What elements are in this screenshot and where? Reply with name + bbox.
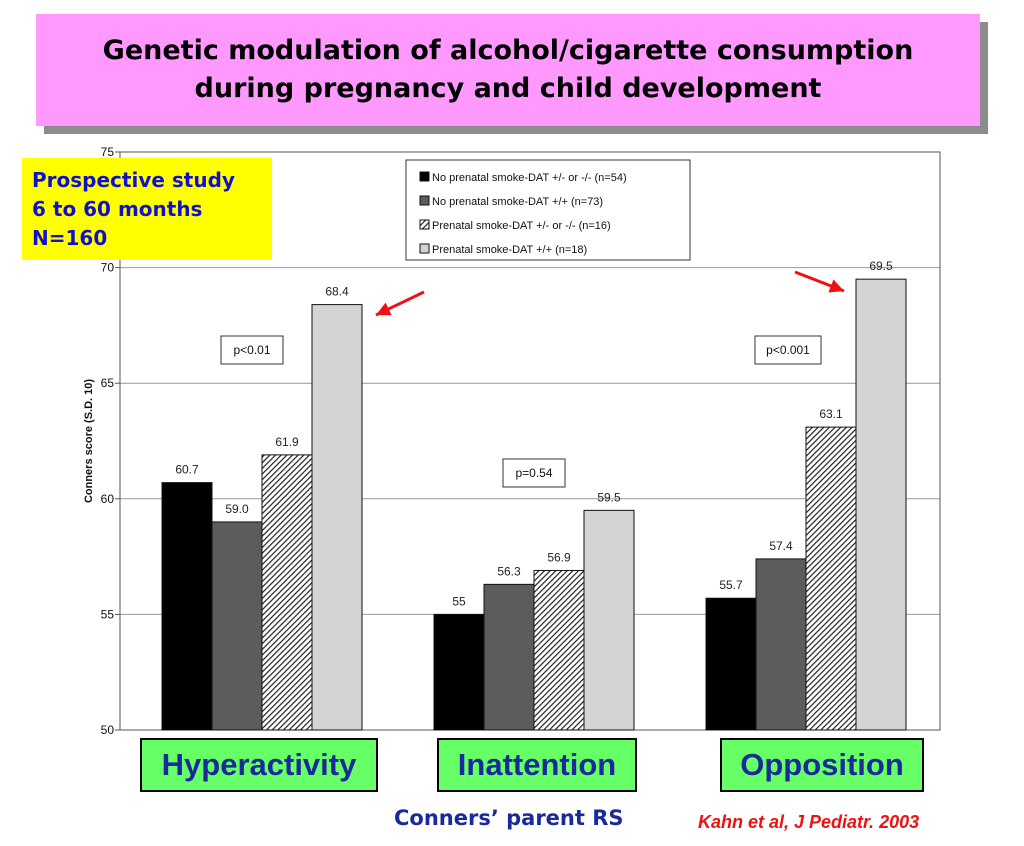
rating-scale-label: Conners’ parent RS [394, 806, 624, 830]
data-label: 55.7 [719, 578, 743, 592]
citation: Kahn et al, J Pediatr. 2003 [698, 812, 920, 832]
category-label-inattention: Inattention [437, 738, 637, 792]
data-label: 59.5 [597, 490, 621, 504]
bar [311, 304, 363, 731]
title-line-2: during pregnancy and child development [194, 73, 822, 104]
bar [161, 482, 213, 731]
bar [583, 509, 635, 731]
legend-swatch [419, 219, 430, 230]
legend-entry: No prenatal smoke-DAT +/- or -/- (n=54) [432, 172, 627, 184]
study-age-range: 6 to 60 months [32, 197, 203, 221]
bar [211, 521, 263, 731]
pvalue-box [220, 335, 284, 365]
y-tick-label: 50 [101, 723, 115, 737]
y-tick-label: 60 [101, 492, 115, 506]
bar [261, 454, 313, 731]
y-tick-label: 75 [101, 145, 115, 159]
study-design: Prospective study [32, 168, 235, 192]
data-label: 59.0 [225, 502, 249, 516]
pvalue-box [502, 458, 566, 488]
bar [855, 278, 907, 731]
pvalue-label: p<0.01 [233, 343, 270, 357]
data-label: 56.3 [497, 564, 521, 578]
bar [805, 426, 857, 731]
data-label: 56.9 [547, 550, 571, 564]
data-label: 57.4 [769, 539, 793, 553]
y-axis-label: Conners score (S.D. 10) [83, 379, 95, 503]
category-label-hyperactivity: Hyperactivity [140, 738, 378, 792]
pvalue-label: p=0.54 [515, 466, 552, 480]
pvalue-box [754, 335, 822, 365]
title-line-1: Genetic modulation of alcohol/cigarette … [102, 35, 914, 66]
legend-swatch [419, 171, 430, 182]
y-tick-label: 65 [101, 376, 115, 390]
legend-entry: Prenatal smoke-DAT +/+ (n=18) [432, 244, 587, 256]
legend-box [405, 159, 691, 261]
bar [483, 583, 535, 731]
bar [755, 558, 807, 731]
highlight-arrow-head [376, 302, 392, 316]
highlight-arrow-head [828, 279, 844, 293]
y-tick-label: 55 [101, 607, 115, 621]
legend-swatch [419, 243, 430, 254]
data-label: 55 [452, 594, 466, 608]
legend-entry: No prenatal smoke-DAT +/+ (n=73) [432, 196, 603, 208]
data-label: 69.5 [869, 259, 893, 273]
bar [433, 613, 485, 731]
legend-entry: Prenatal smoke-DAT +/- or -/- (n=16) [432, 220, 611, 232]
pvalue-label: p<0.001 [766, 343, 810, 357]
title-banner: Genetic modulation of alcohol/cigarette … [36, 14, 980, 126]
y-tick-label: 70 [101, 261, 115, 275]
category-label-opposition: Opposition [720, 738, 924, 792]
data-label: 68.4 [325, 285, 349, 299]
data-label: 60.7 [175, 463, 199, 477]
legend-swatch [419, 195, 430, 206]
data-label: 61.9 [275, 435, 299, 449]
data-label: 63.1 [819, 407, 843, 421]
study-info-box: Prospective study 6 to 60 months N=160 [22, 158, 272, 260]
bar [533, 569, 585, 731]
bar [705, 597, 757, 731]
study-sample-size: N=160 [32, 226, 108, 250]
